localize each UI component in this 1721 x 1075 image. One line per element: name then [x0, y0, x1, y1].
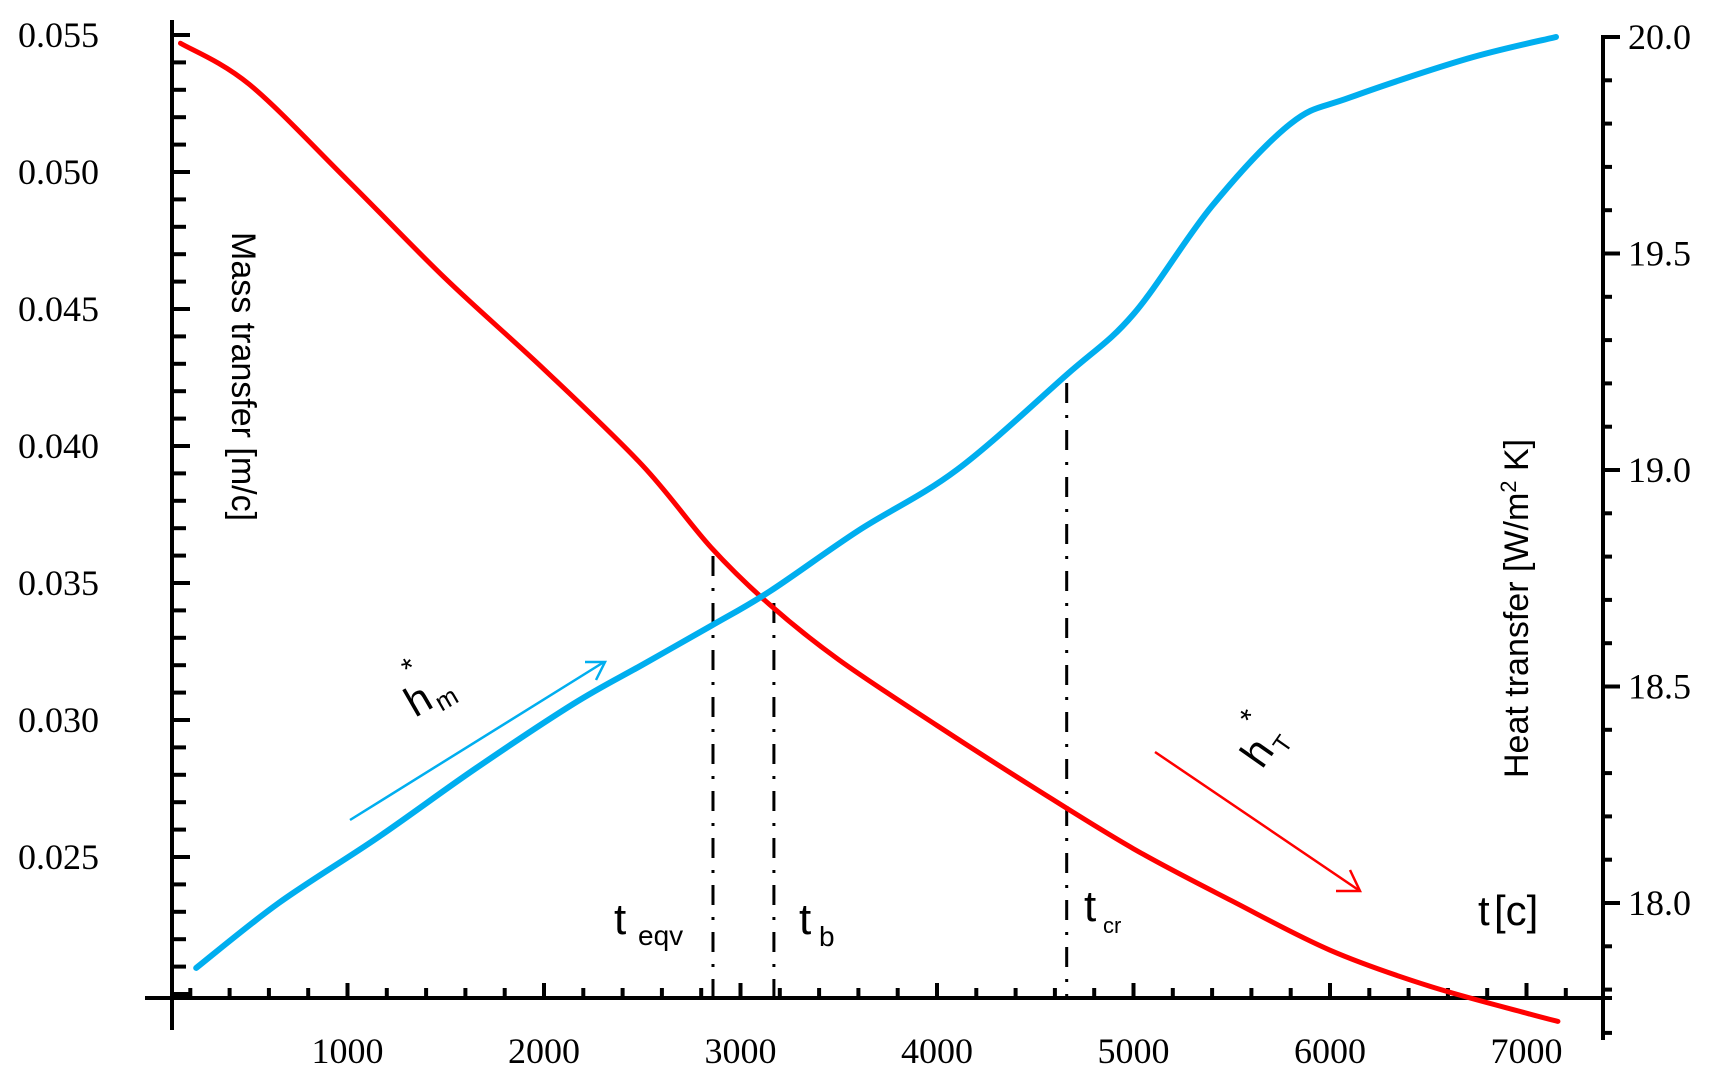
x-tick-label: 3000: [705, 1031, 777, 1071]
x-tick-label: 1000: [312, 1031, 384, 1071]
ht-label: h T *: [1231, 703, 1299, 775]
ht-arrow: [1154, 750, 1362, 893]
svg-text:[c]: [c]: [1494, 887, 1538, 934]
x-tick-label: 5000: [1098, 1031, 1170, 1071]
left-y-axis-ticks: 0.025 0.030 0.035 0.040 0.045 0.050 0.055: [18, 15, 190, 996]
left-y-tick-label: 0.035: [18, 563, 99, 603]
hm-label: h m *: [396, 651, 463, 725]
teqv-label: t eqv: [614, 895, 683, 951]
svg-text:t: t: [799, 895, 811, 944]
svg-text:t: t: [1084, 882, 1096, 931]
svg-text:t: t: [1478, 887, 1490, 934]
right-y-tick-label: 18.5: [1628, 667, 1691, 707]
left-y-tick-label: 0.055: [18, 15, 99, 55]
right-y-axis-ticks: 18.0 18.5 19.0 19.5 20.0: [1603, 17, 1691, 1035]
left-y-tick-label: 0.040: [18, 426, 99, 466]
svg-text:t: t: [614, 895, 626, 944]
heat-transfer-curve: [193, 34, 1559, 971]
x-tick-label: 7000: [1491, 1031, 1563, 1071]
x-tick-label: 6000: [1294, 1031, 1366, 1071]
hm-star: *: [396, 651, 423, 686]
x-axis-ticks: 1000 2000 3000 4000 5000 6000 7000: [188, 983, 1568, 1071]
left-y-tick-label: 0.045: [18, 289, 99, 329]
svg-text:b: b: [819, 921, 835, 952]
right-y-axis-title: Heat transfer [W/m2 K]: [1496, 439, 1536, 778]
right-y-tick-label: 19.5: [1628, 234, 1691, 274]
left-y-tick-label: 0.050: [18, 152, 99, 192]
x-tick-label: 4000: [901, 1031, 973, 1071]
hm-arrow: [349, 660, 608, 822]
tcr-label: t cr: [1084, 882, 1121, 938]
svg-text:cr: cr: [1103, 913, 1121, 938]
tb-label: t b: [799, 895, 835, 952]
left-y-tick-label: 0.030: [18, 700, 99, 740]
left-y-axis-title: Mass transfer [m/c]: [224, 232, 262, 521]
x-tick-label: 2000: [508, 1031, 580, 1071]
reference-vlines: [711, 383, 1069, 996]
left-y-tick-label: 0.025: [18, 837, 99, 877]
right-y-tick-label: 20.0: [1628, 17, 1691, 57]
right-y-tick-label: 18.0: [1628, 883, 1691, 923]
x-axis-title: t [c]: [1478, 887, 1538, 934]
ht-star: *: [1233, 703, 1267, 732]
mass-transfer-curve: [177, 40, 1561, 1024]
svg-text:eqv: eqv: [638, 920, 683, 951]
right-y-tick-label: 19.0: [1628, 450, 1691, 490]
